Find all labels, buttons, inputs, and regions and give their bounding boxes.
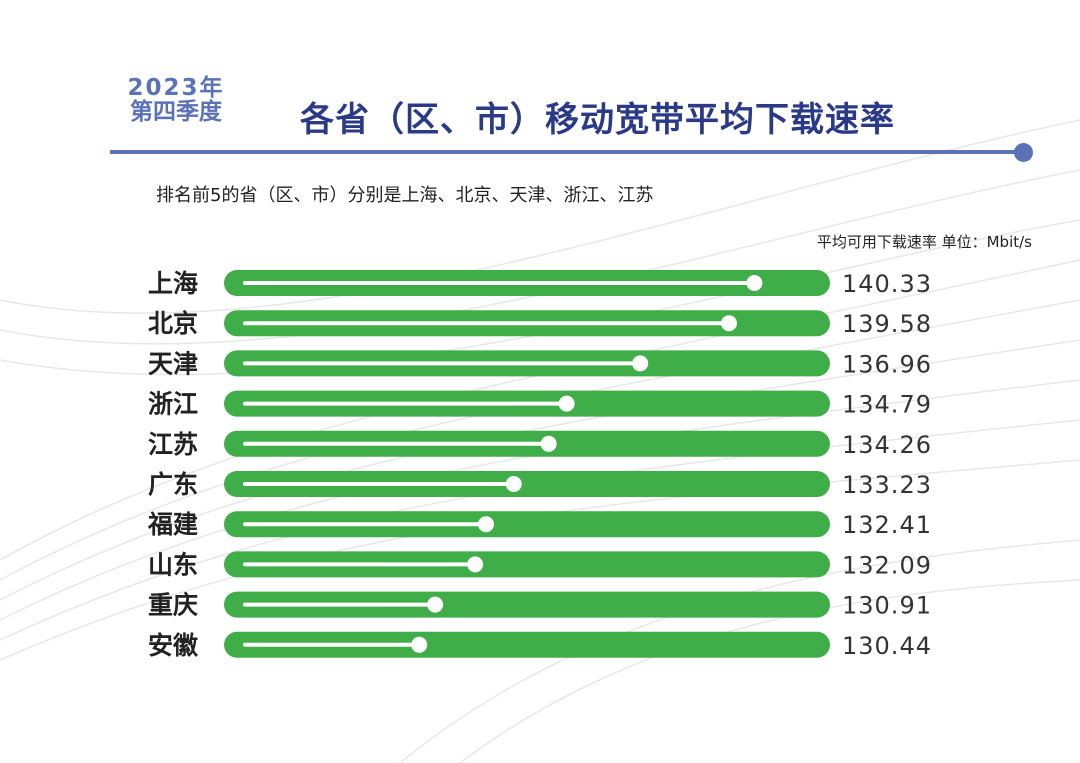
value-label: 139.58 [842,310,932,338]
unit-note: 平均可用下载速率 单位：Mbit/s [816,233,1032,251]
bar-marker [632,355,649,372]
value-label: 132.09 [842,551,932,579]
bar-marker [411,636,428,653]
bar-marker [505,476,522,492]
bar [224,551,830,578]
bar-marker [558,395,575,412]
bar [224,631,830,658]
category-label: 重庆 [148,591,198,620]
value-label: 140.33 [842,270,932,298]
category-label: 山东 [148,550,198,579]
bar-marker [467,556,484,573]
year-label: 2023年 [127,75,225,101]
bar-group: 天津 136.96 [148,349,932,378]
value-label: 134.79 [842,391,932,419]
value-label: 130.44 [842,632,932,660]
quarter-label: 第四季度 [130,99,222,126]
title-rule-dot [1014,143,1033,162]
category-label: 北京 [148,309,198,338]
category-label: 福建 [147,510,198,539]
value-label: 134.26 [842,431,932,459]
category-label: 安徽 [148,631,199,660]
bar-group: 浙江 134.79 [148,390,932,419]
category-label: 上海 [148,269,198,298]
bar-group: 江苏 134.26 [148,430,932,459]
bar-marker [427,596,444,613]
value-label: 133.23 [842,471,932,499]
category-label: 浙江 [148,390,198,419]
bar-group: 福建 132.41 [147,510,932,539]
bar-marker [477,516,494,533]
bar-group: 上海 140.33 [148,269,932,298]
bar [224,591,830,618]
value-label: 132.41 [842,511,932,539]
bar-group: 北京 139.58 [148,309,932,338]
category-label: 天津 [148,349,198,378]
bar [224,471,830,497]
bar-marker [540,435,557,452]
bar-group: 重庆 130.91 [148,591,932,620]
title-rule [110,150,1022,154]
bar [224,511,830,538]
period-label: 2023年 第四季度 [112,76,240,124]
chart-subtitle: 排名前5的省（区、市）分别是上海、北京、天津、浙江、江苏 [156,185,654,206]
category-label: 广东 [148,470,198,499]
bar-group: 安徽 130.44 [148,631,932,660]
category-label: 江苏 [148,430,198,459]
chart-title: 各省（区、市）移动宽带平均下载速率 [300,100,895,140]
bar-marker [746,275,763,291]
bar-marker [720,315,737,332]
value-label: 136.96 [842,350,932,378]
value-label: 130.91 [842,592,932,620]
bar-group: 广东 133.23 [148,470,932,499]
bar-group: 山东 132.09 [148,550,932,579]
